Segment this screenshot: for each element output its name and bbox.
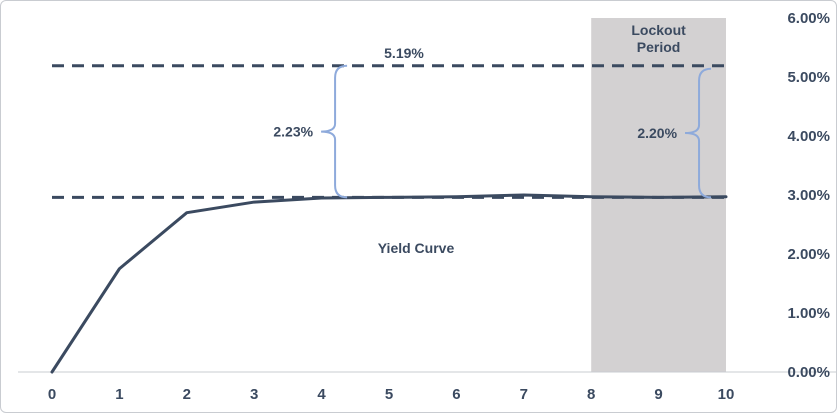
x-tick-label-9: 9 xyxy=(654,386,662,403)
y-tick-label-6: 6.00% xyxy=(787,10,830,27)
y-tick-label-0: 0.00% xyxy=(787,364,830,381)
x-tick-label-7: 7 xyxy=(520,386,528,403)
y-tick-label-2: 2.00% xyxy=(787,246,830,263)
y-tick-label-3: 3.00% xyxy=(787,187,830,204)
x-tick-label-8: 8 xyxy=(587,386,595,403)
x-tick-label-4: 4 xyxy=(317,386,326,403)
x-tick-label-0: 0 xyxy=(48,386,56,403)
x-tick-label-10: 10 xyxy=(718,386,735,403)
axis-layer: 0 1 2 3 4 5 6 7 8 9 10 0.00% 1.00% 2.00% 3.00% 4.00% 5.0… xyxy=(18,10,836,403)
x-tick-label-1: 1 xyxy=(115,386,123,403)
bracket-1 xyxy=(685,67,712,199)
bracket-0 xyxy=(321,64,348,199)
reference-label-0: 5.19% xyxy=(384,45,424,61)
y-tick-label-1: 1.00% xyxy=(787,305,830,322)
series-label: Yield Curve xyxy=(378,240,455,256)
x-tick-label-2: 2 xyxy=(183,386,191,403)
bracket-label-0: 2.23% xyxy=(273,124,313,140)
lockout-region xyxy=(591,18,726,372)
bracket-label-1: 2.20% xyxy=(637,125,677,141)
x-tick-label-3: 3 xyxy=(250,386,258,403)
lockout-label-line2: Period xyxy=(637,39,681,55)
series-layer xyxy=(50,193,728,374)
y-tick-label-4: 4.00% xyxy=(787,128,830,145)
brackets-layer xyxy=(321,64,712,199)
x-tick-label-6: 6 xyxy=(452,386,460,403)
lockout-label-line1: Lockout xyxy=(631,22,686,38)
y-tick-label-5: 5.00% xyxy=(787,69,830,86)
shade-layer xyxy=(591,18,726,372)
x-tick-label-5: 5 xyxy=(385,386,393,403)
